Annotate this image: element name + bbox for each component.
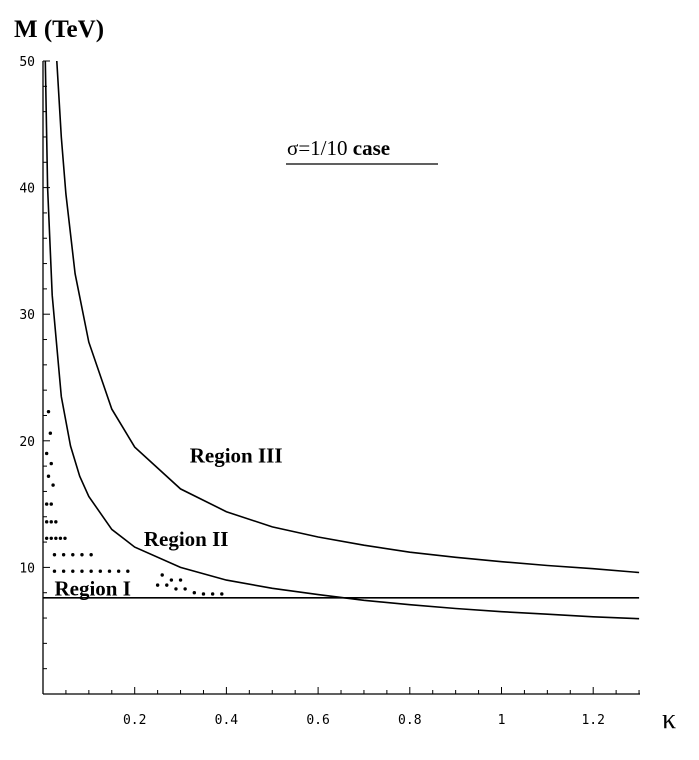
stipple-dot bbox=[46, 409, 51, 414]
stipple-dot bbox=[80, 553, 84, 557]
stipple-dot bbox=[54, 536, 58, 540]
stipple-dot bbox=[46, 474, 51, 478]
ticks bbox=[43, 60, 640, 694]
series-upper-curve bbox=[56, 60, 640, 574]
series-lines bbox=[43, 60, 640, 620]
x-tick-label: 0.2 bbox=[123, 713, 146, 728]
stipple-dot bbox=[155, 583, 160, 587]
stipple-dot bbox=[178, 578, 183, 582]
stipple-dot bbox=[52, 553, 57, 557]
y-tick-label: 20 bbox=[19, 435, 35, 450]
stipple-dot bbox=[61, 553, 66, 557]
stipple-dot bbox=[126, 569, 130, 573]
stipple-dot bbox=[51, 483, 55, 487]
y-tick-label: 30 bbox=[19, 308, 35, 323]
y-tick-label: 40 bbox=[19, 182, 35, 197]
stipple-dot bbox=[49, 520, 53, 524]
stipple-dots bbox=[44, 409, 224, 596]
region-label-3: Region III bbox=[190, 443, 283, 467]
stipple-dot bbox=[183, 587, 187, 591]
stipple-dot bbox=[116, 569, 121, 573]
stipple-dot bbox=[44, 502, 49, 506]
y-tick-label: 10 bbox=[19, 561, 35, 576]
stipple-dot bbox=[61, 569, 66, 573]
stipple-dot bbox=[160, 573, 164, 577]
stipple-dot bbox=[220, 592, 224, 596]
stipple-dot bbox=[98, 569, 103, 573]
stipple-dot bbox=[44, 451, 49, 456]
y-axis-title: M (TeV) bbox=[14, 16, 104, 43]
region-label-1: Region I bbox=[54, 576, 130, 600]
x-tick-label: 0.4 bbox=[215, 713, 239, 728]
stipple-dot bbox=[80, 569, 84, 573]
x-tick-label: 1.2 bbox=[581, 713, 604, 728]
series-lower-curve bbox=[44, 60, 640, 620]
stipple-dot bbox=[169, 578, 174, 582]
stipple-dot bbox=[71, 553, 75, 557]
stipple-dot bbox=[63, 536, 67, 540]
stipple-dot bbox=[49, 536, 53, 540]
region-label-2: Region II bbox=[144, 527, 229, 551]
y-tick-label: 50 bbox=[19, 55, 35, 70]
stipple-dot bbox=[49, 461, 53, 466]
tick-labels: 0.2 0.4 0.6 0.8 1 1.2 10 20 30 40 50 bbox=[19, 55, 605, 728]
stipple-dot bbox=[107, 569, 112, 573]
annotation-sigma: σ=1/10 bbox=[287, 136, 348, 160]
x-axis-title: κ bbox=[662, 704, 676, 735]
region-labels: Region I Region II Region III bbox=[54, 443, 282, 600]
stipple-dot bbox=[58, 536, 63, 540]
stipple-dot bbox=[54, 520, 58, 524]
stipple-dot bbox=[210, 592, 215, 596]
stipple-dot bbox=[71, 569, 75, 573]
x-tick-label: 0.6 bbox=[306, 713, 329, 728]
stipple-dot bbox=[52, 569, 57, 573]
stipple-dot bbox=[44, 520, 49, 524]
stipple-dot bbox=[192, 591, 197, 595]
stipple-dot bbox=[174, 587, 178, 591]
x-tick-label: 1 bbox=[498, 713, 506, 728]
stipple-dot bbox=[49, 502, 53, 506]
stipple-dot bbox=[48, 431, 53, 435]
stipple-dot bbox=[89, 569, 93, 573]
stipple-dot bbox=[201, 592, 206, 596]
x-tick-label: 0.8 bbox=[398, 713, 421, 728]
annotation-case: case bbox=[348, 136, 391, 160]
stipple-dot bbox=[44, 536, 49, 540]
annotation-text: σ=1/10 case bbox=[287, 136, 390, 160]
stipple-dot bbox=[89, 553, 93, 557]
stipple-dot bbox=[165, 583, 169, 587]
